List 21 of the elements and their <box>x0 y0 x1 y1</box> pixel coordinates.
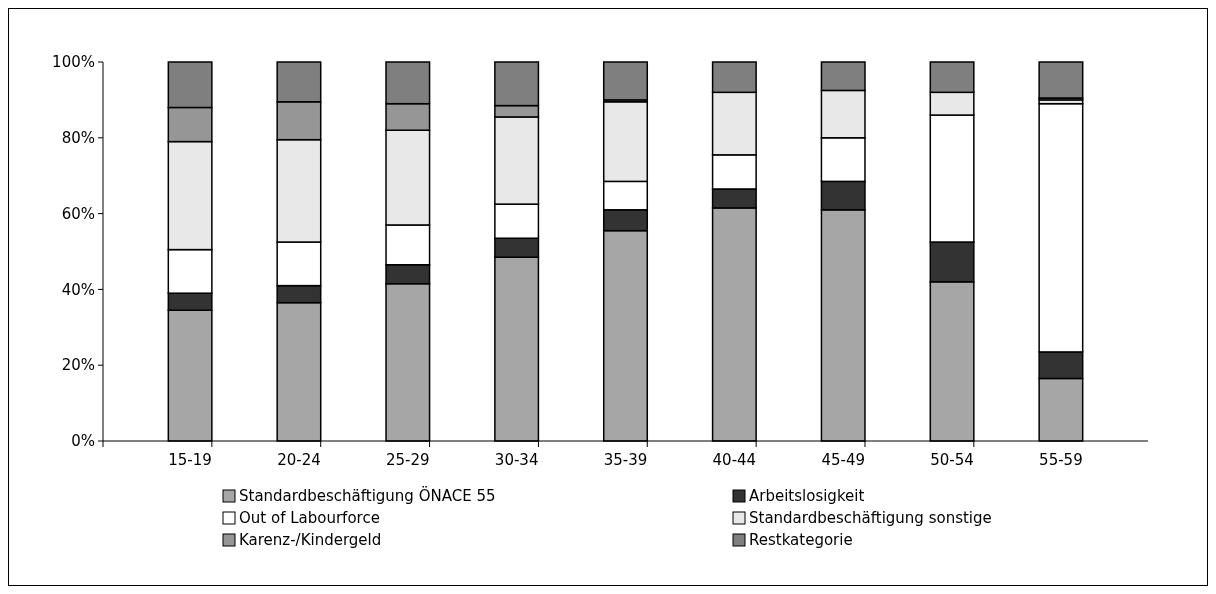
legend-label: Out of Labourforce <box>239 509 380 528</box>
x-tick-label: 50-54 <box>930 451 974 469</box>
x-tick-label: 15-19 <box>168 451 212 469</box>
y-tick-label: 80% <box>61 129 95 148</box>
x-tick-label: 45-49 <box>821 451 866 469</box>
y-tick-label: 20% <box>61 356 95 375</box>
legend-label: Standardbeschäftigung ÖNACE 55 <box>239 486 496 506</box>
y-tick-label: 100% <box>52 53 95 72</box>
x-tick-label: 25-29 <box>385 451 430 469</box>
y-tick-label: 0% <box>71 432 95 451</box>
x-tick-label: 20-24 <box>277 451 321 469</box>
y-tick-label: 40% <box>61 280 95 299</box>
legend-label: Standardbeschäftigung sonstige <box>749 509 992 528</box>
x-tick-label: 35-39 <box>603 451 648 469</box>
legend-label: Restkategorie <box>749 531 853 550</box>
legend-label: Arbeitslosigkeit <box>749 487 865 506</box>
legend-label: Karenz-/Kindergeld <box>239 531 382 550</box>
x-tick-label: 55-59 <box>1039 451 1083 469</box>
y-tick-label: 60% <box>61 204 95 223</box>
x-tick-label: 40-44 <box>712 451 757 469</box>
x-tick-label: 30-34 <box>494 451 539 469</box>
